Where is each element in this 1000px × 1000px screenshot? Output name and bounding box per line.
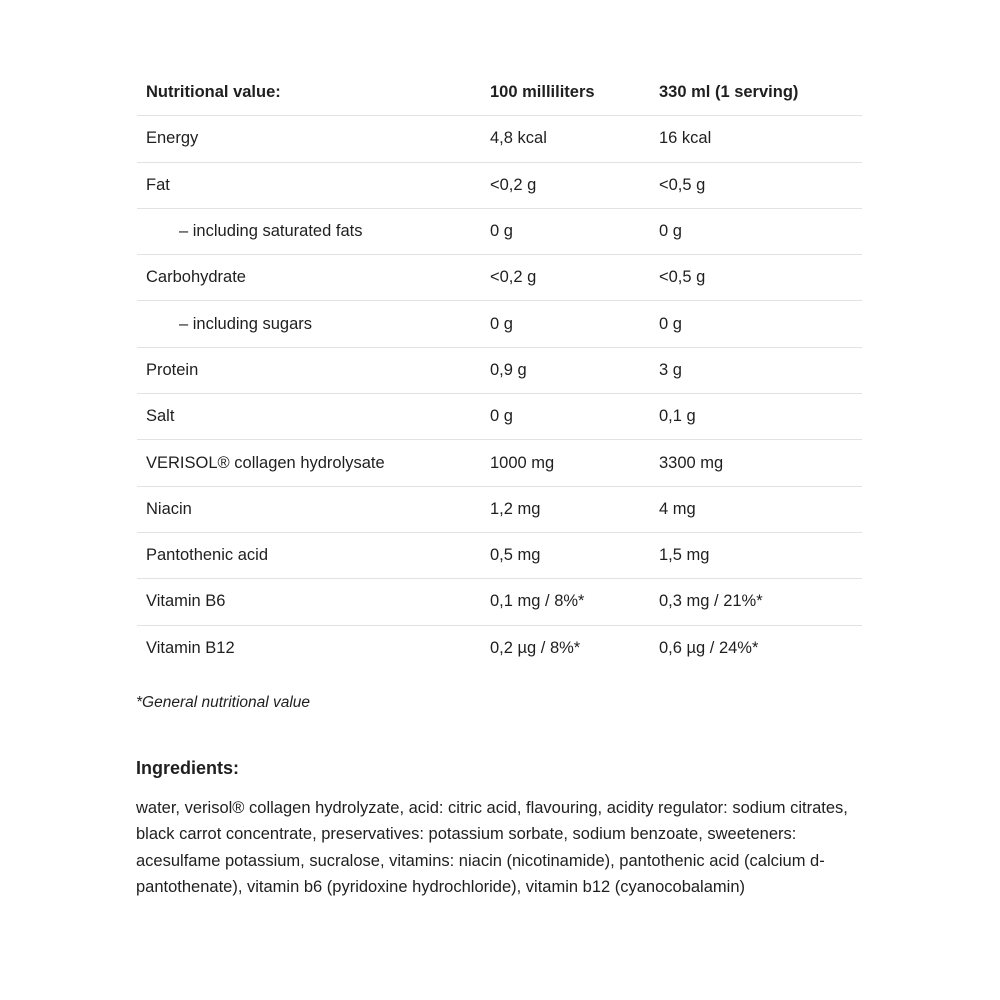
value-per-100ml: 0,9 g (481, 347, 650, 395)
table-row: Vitamin B6 0,1 mg / 8%* 0,3 mg / 21%* (137, 578, 862, 626)
value-per-100ml: 0,1 mg / 8%* (481, 578, 650, 626)
nutrient-name: Carbohydrate (137, 254, 481, 302)
value-per-100ml: 4,8 kcal (481, 115, 650, 163)
table-row: Niacin 1,2 mg 4 mg (137, 486, 862, 533)
value-per-100ml: 0 g (481, 393, 650, 441)
nutrition-table: Nutritional value: 100 milliliters 330 m… (137, 70, 862, 671)
ingredients-heading: Ingredients: (136, 758, 240, 778)
value-per-serving: 3 g (650, 347, 862, 395)
nutrient-name: Pantothenic acid (137, 532, 481, 580)
nutrient-name: Protein (137, 347, 481, 395)
value-per-serving: 0 g (650, 300, 862, 348)
value-per-100ml: 1,2 mg (481, 486, 650, 533)
value-per-serving: <0,5 g (650, 162, 862, 209)
value-per-100ml: <0,2 g (481, 254, 650, 302)
nutrient-name: Fat (137, 162, 481, 209)
value-per-serving: <0,5 g (650, 254, 862, 302)
nutrient-name: – including sugars (137, 300, 481, 348)
value-per-serving: 0,1 g (650, 393, 862, 441)
value-per-100ml: 0 g (481, 300, 650, 348)
table-row: Fat <0,2 g <0,5 g (137, 162, 862, 209)
value-per-serving: 4 mg (650, 486, 862, 533)
header-per-100ml: 100 milliliters (481, 70, 650, 117)
table-row: Carbohydrate <0,2 g <0,5 g (137, 254, 862, 302)
value-per-serving: 16 kcal (650, 115, 862, 163)
nutrient-name: Vitamin B12 (146, 638, 235, 657)
value-per-serving: 3300 mg (650, 439, 862, 487)
nutrient-name: Energy (137, 115, 481, 163)
table-row: Energy 4,8 kcal 16 kcal (137, 115, 862, 163)
value-per-serving: 0 g (650, 208, 862, 256)
table-row: Salt 0 g 0,1 g (137, 393, 862, 441)
nutrient-name: VERISOL® collagen hydrolysate (137, 439, 481, 487)
nutrient-name: Niacin (137, 486, 481, 533)
nutrient-name: Salt (137, 393, 481, 441)
footnote: *General nutritional value (136, 694, 311, 711)
value-per-serving: 0,3 mg / 21%* (650, 578, 862, 626)
nutrient-name: Vitamin B6 (137, 578, 481, 626)
value-per-100ml: 0,5 mg (481, 532, 650, 580)
table-row: Vitamin B12 0,2 µg / 8%* 0,6 µg / 24%* (137, 625, 862, 671)
table-header-row: Nutritional value: 100 milliliters 330 m… (137, 70, 862, 117)
value-per-100ml: 0 g (481, 208, 650, 256)
table-row: VERISOL® collagen hydrolysate 1000 mg 3300… (137, 439, 862, 487)
value-per-serving: 0,6 µg / 24%* (659, 638, 759, 657)
value-per-100ml: 1000 mg (481, 439, 650, 487)
header-nutritional-value: Nutritional value: (137, 70, 481, 117)
ingredients-text: water, verisol® collagen hydrolyzate, ac… (136, 799, 848, 896)
value-per-100ml: 0,2 µg / 8%* (490, 638, 581, 657)
header-per-serving: 330 ml (1 serving) (650, 70, 862, 117)
nutrient-name: – including saturated fats (137, 208, 481, 256)
value-per-serving: 1,5 mg (650, 532, 862, 580)
table-row: Pantothenic acid 0,5 mg 1,5 mg (137, 532, 862, 580)
value-per-100ml: <0,2 g (481, 162, 650, 209)
